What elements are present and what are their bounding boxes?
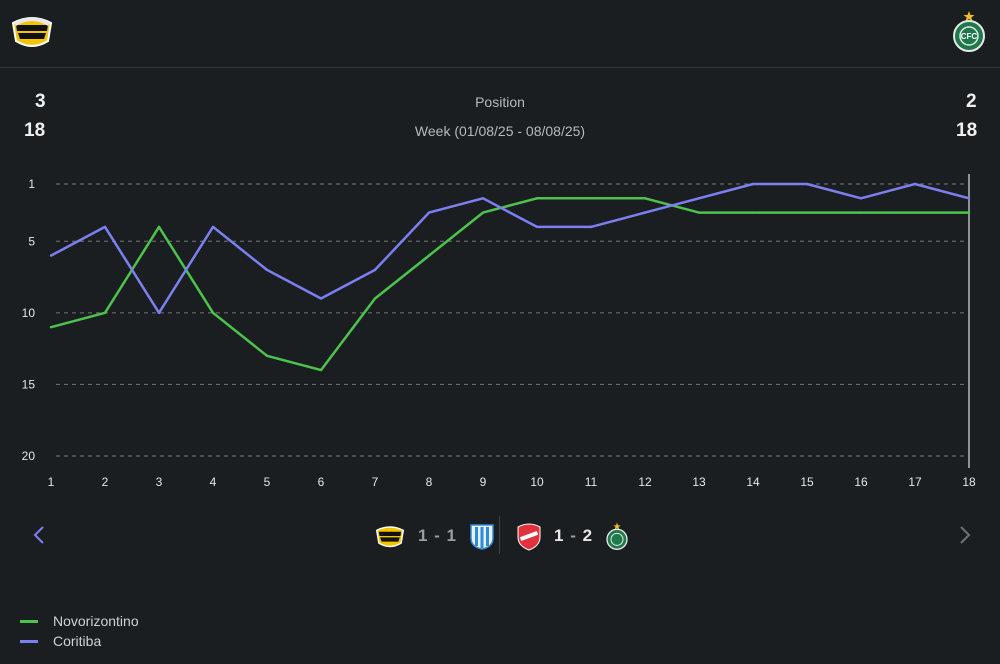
data-point — [751, 182, 755, 186]
coritiba-crest-icon — [606, 522, 628, 550]
home-current-position: 3 — [35, 91, 46, 112]
home-max-position: 18 — [24, 120, 46, 141]
data-point — [49, 325, 53, 329]
x-tick-label: 3 — [156, 475, 163, 489]
x-tick-label: 11 — [585, 475, 598, 489]
data-point — [805, 211, 809, 214]
match-divider — [499, 516, 500, 554]
data-point — [481, 211, 485, 214]
data-point — [589, 225, 593, 229]
data-point — [157, 225, 161, 229]
vila-nova-crest-icon — [517, 523, 541, 551]
data-point — [49, 254, 53, 257]
x-tick-label: 7 — [372, 475, 379, 489]
x-tick-label: 10 — [530, 475, 544, 489]
x-tick-label: 8 — [426, 475, 433, 489]
chart-subtitle: Week (01/08/25 - 08/08/25) — [414, 123, 586, 139]
x-tick-label: 1 — [48, 475, 55, 489]
novorizontino-crest-icon — [375, 526, 405, 548]
data-point — [859, 197, 863, 200]
x-tick-label: 5 — [264, 475, 271, 489]
legend-item-coritiba: Coritiba — [20, 633, 101, 649]
x-tick-label: 13 — [692, 475, 706, 489]
data-point — [913, 211, 917, 214]
x-tick-label: 18 — [962, 475, 976, 489]
data-point — [643, 211, 647, 214]
next-arrow-icon[interactable] — [954, 523, 974, 547]
y-tick-label: 5 — [28, 234, 35, 248]
avai-crest-icon — [470, 524, 494, 550]
x-tick-label: 9 — [480, 475, 487, 489]
data-point — [427, 254, 431, 257]
data-point — [643, 197, 647, 200]
y-tick-label: 15 — [22, 377, 36, 391]
data-point — [535, 197, 539, 200]
data-point — [103, 225, 107, 229]
x-tick-label: 17 — [908, 475, 922, 489]
data-point — [859, 211, 863, 214]
match-result-1[interactable]: 1 - 1 — [374, 516, 495, 556]
data-point — [265, 268, 269, 272]
match-header: CFC — [0, 0, 1000, 68]
data-point — [157, 311, 161, 315]
data-point — [319, 297, 323, 300]
data-point — [373, 268, 377, 272]
data-point — [697, 197, 701, 200]
series-line-novorizontino — [50, 197, 969, 372]
novorizontino-crest-icon[interactable] — [10, 11, 54, 51]
data-point — [373, 297, 377, 300]
data-point — [427, 211, 431, 214]
data-point — [211, 225, 215, 229]
data-point — [265, 354, 269, 357]
legend-swatch — [20, 639, 38, 643]
svg-text:CFC: CFC — [961, 32, 978, 41]
data-point — [913, 182, 917, 186]
data-point — [967, 211, 971, 214]
coritiba-crest-icon[interactable]: CFC — [951, 10, 987, 52]
data-point — [751, 211, 755, 214]
y-tick-label: 1 — [28, 177, 35, 191]
previous-arrow-icon[interactable] — [30, 523, 50, 547]
legend-item-novorizontino: Novorizontino — [20, 613, 139, 629]
match-result-2[interactable]: 1 - 2 — [516, 516, 629, 556]
data-point — [103, 311, 107, 315]
x-tick-label: 2 — [102, 475, 109, 489]
x-tick-label: 4 — [210, 475, 217, 489]
y-tick-label: 10 — [22, 306, 36, 320]
match-score: 1 - 2 — [554, 526, 594, 545]
legend-swatch — [20, 619, 38, 623]
legend-label: Coritiba — [53, 633, 102, 649]
data-point — [481, 197, 485, 200]
data-point — [319, 368, 323, 372]
x-tick-label: 12 — [638, 475, 652, 489]
data-point — [535, 225, 539, 229]
data-point — [967, 197, 971, 200]
chart-title: Position — [475, 94, 525, 110]
data-point — [697, 211, 701, 214]
series-line-coritiba — [50, 182, 970, 315]
x-tick-label: 14 — [746, 475, 760, 489]
x-tick-label: 15 — [800, 475, 814, 489]
match-score: 1 - 1 — [418, 526, 458, 545]
legend-label: Novorizontino — [53, 613, 139, 629]
x-tick-label: 6 — [318, 475, 325, 489]
data-point — [805, 182, 809, 186]
y-tick-label: 20 — [22, 449, 36, 463]
x-tick-label: 16 — [854, 475, 868, 489]
data-point — [211, 311, 215, 315]
away-max-position: 18 — [956, 120, 978, 141]
data-point — [589, 197, 593, 200]
away-current-position: 2 — [966, 91, 977, 112]
